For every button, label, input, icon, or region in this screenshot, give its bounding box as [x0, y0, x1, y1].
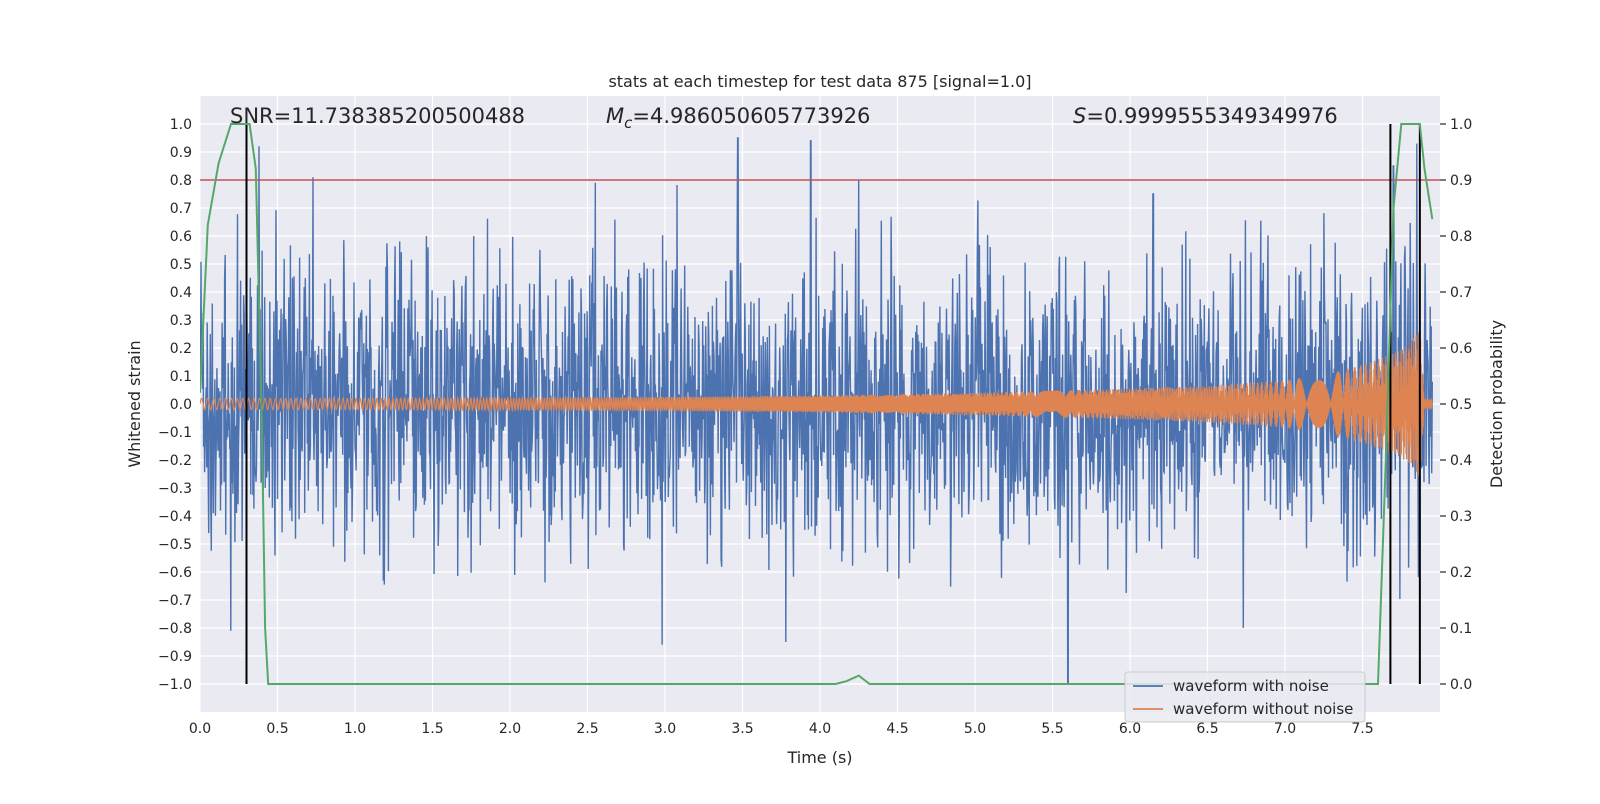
series-waveform-without-noise [200, 332, 1433, 476]
y-tick-label: 0.4 [170, 285, 192, 301]
series-waveform-with-noise [200, 137, 1433, 685]
x-tick-label: 2.0 [499, 721, 521, 737]
x-axis-label: Time (s) [786, 748, 852, 767]
vertical-markers [245, 124, 1421, 684]
y-tick-label: 0.3 [170, 313, 192, 329]
s-annotation: S=0.9999555349349976 [1073, 104, 1338, 128]
y-tick-label: −0.4 [158, 509, 192, 525]
y-tick-label: −0.8 [158, 621, 192, 637]
y2-tick-label: 0.3 [1450, 509, 1472, 525]
chart-title: stats at each timestep for test data 875… [608, 72, 1031, 91]
y-tick-label: −1.0 [158, 677, 192, 693]
x-tick-label: 3.0 [654, 721, 676, 737]
x-tick-label: 0.5 [266, 721, 288, 737]
x-tick-label: 6.0 [1119, 721, 1141, 737]
mc-annotation: Mc=4.986050605773926 [606, 104, 870, 132]
y2-tick-label: 0.4 [1450, 453, 1472, 469]
y-tick-label: −0.1 [158, 425, 192, 441]
x-tick-label: 2.5 [576, 721, 598, 737]
x-tick-label: 7.0 [1274, 721, 1296, 737]
series-detection-probability [200, 123, 1434, 685]
x-tick-label: 4.5 [886, 721, 908, 737]
legend-label-noise: waveform with noise [1173, 677, 1329, 695]
y-tick-label: −0.6 [158, 565, 192, 581]
y2-axis-label: Detection probability [1487, 320, 1506, 488]
y-tick-label: 0.7 [170, 201, 192, 217]
y2-tick-label: 0.2 [1450, 565, 1472, 581]
mc-value: =4.986050605773926 [632, 104, 870, 128]
x-tick-label: 5.0 [964, 721, 986, 737]
plot-area [200, 123, 1440, 685]
x-tick-label: 5.5 [1041, 721, 1063, 737]
y2-tick-label: 0.6 [1450, 341, 1472, 357]
y-tick-label: 0.9 [170, 145, 192, 161]
legend: waveform with noise waveform without noi… [1124, 671, 1366, 723]
y-tick-label: 0.6 [170, 229, 192, 245]
mc-symbol: M [606, 104, 624, 128]
x-tick-label: 1.5 [421, 721, 443, 737]
y2-tick-label: 0.9 [1450, 173, 1472, 189]
legend-box [1124, 671, 1366, 723]
legend-label-clean: waveform without noise [1173, 700, 1353, 718]
s-symbol: S [1073, 104, 1086, 128]
snr-annotation: SNR=11.738385200500488 [230, 104, 525, 128]
y-tick-label: 0.8 [170, 173, 192, 189]
y-tick-label: 0.1 [170, 369, 192, 385]
y-tick-label: −0.3 [158, 481, 192, 497]
y-tick-label: −0.2 [158, 453, 192, 469]
mc-subscript: c [624, 114, 633, 132]
y-tick-label: −0.5 [158, 537, 192, 553]
y2-tick-label: 0.1 [1450, 621, 1472, 637]
x-tick-label: 3.5 [731, 721, 753, 737]
y2-tick-label: 0.8 [1450, 229, 1472, 245]
y-tick-label: 0.0 [170, 397, 192, 413]
x-tick-label: 0.0 [189, 721, 211, 737]
y2-tick-label: 0.5 [1450, 397, 1472, 413]
s-value: =0.9999555349349976 [1086, 104, 1337, 128]
y2-axis-ticks: 1.0 0.9 0.8 0.7 0.6 0.5 0.4 0.3 0.2 0.1 0.0 [1440, 117, 1472, 693]
y-tick-label: −0.9 [158, 649, 192, 665]
x-axis-ticks: 0.0 0.5 1.0 1.5 2.0 2.5 3.0 3.5 4.0 4.5 5.0 5.5 6.0 6… [189, 721, 1374, 737]
x-tick-label: 4.0 [809, 721, 831, 737]
y-tick-label: 0.5 [170, 257, 192, 273]
x-tick-label: 1.0 [344, 721, 366, 737]
y-axis-label: Whitened strain [125, 340, 144, 467]
y2-tick-label: 1.0 [1450, 117, 1472, 133]
y-axis-ticks: 1.0 0.9 0.8 0.7 0.6 0.5 0.4 0.3 0.2 0.1 0.0 −0.1 −0.… [158, 117, 192, 693]
y-tick-label: 0.2 [170, 341, 192, 357]
y2-tick-label: 0.0 [1450, 677, 1472, 693]
y-tick-label: 1.0 [170, 117, 192, 133]
y-tick-label: −0.7 [158, 593, 192, 609]
x-tick-label: 6.5 [1196, 721, 1218, 737]
x-tick-label: 7.5 [1351, 721, 1373, 737]
y2-tick-label: 0.7 [1450, 285, 1472, 301]
